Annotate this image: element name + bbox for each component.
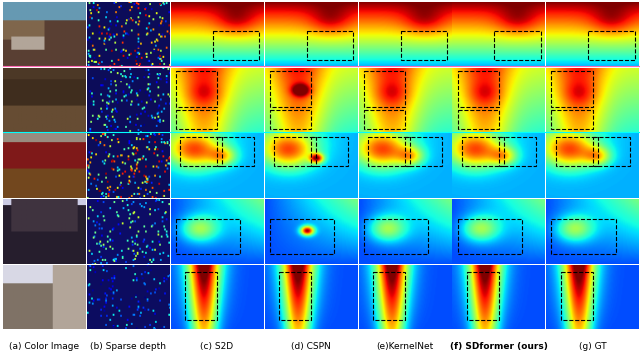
Bar (212, 31, 259, 60)
Text: (c) S2D: (c) S2D (200, 342, 234, 351)
Bar (269, 110, 311, 130)
Bar (176, 110, 218, 130)
Bar (275, 137, 316, 166)
Text: (b) Sparse depth: (b) Sparse depth (90, 342, 166, 351)
Bar (180, 137, 222, 166)
Bar (588, 31, 635, 60)
Bar (561, 272, 593, 320)
Bar (462, 137, 504, 166)
Bar (373, 272, 405, 320)
Bar (556, 137, 598, 166)
Bar (307, 31, 353, 60)
Bar (458, 71, 499, 107)
Bar (458, 219, 522, 254)
Bar (279, 272, 311, 320)
Bar (593, 137, 630, 166)
Bar (405, 137, 442, 166)
Bar (364, 110, 405, 130)
Bar (364, 71, 405, 107)
Bar (185, 272, 218, 320)
Bar (269, 71, 311, 107)
Bar (218, 137, 254, 166)
Bar (401, 31, 447, 60)
Text: (f) SDformer (ours): (f) SDformer (ours) (450, 342, 548, 351)
Bar (552, 219, 616, 254)
Bar (368, 137, 410, 166)
Bar (458, 110, 499, 130)
Bar (552, 71, 593, 107)
Bar (269, 219, 334, 254)
Bar (364, 219, 428, 254)
Text: (g) GT: (g) GT (579, 342, 606, 351)
Bar (176, 71, 218, 107)
Text: (d) CSPN: (d) CSPN (291, 342, 331, 351)
Bar (495, 31, 541, 60)
Bar (311, 137, 348, 166)
Bar (552, 110, 593, 130)
Text: (a) Color Image: (a) Color Image (9, 342, 79, 351)
Bar (499, 137, 536, 166)
Bar (176, 219, 241, 254)
Bar (467, 272, 499, 320)
Text: (e)KernelNet: (e)KernelNet (376, 342, 433, 351)
